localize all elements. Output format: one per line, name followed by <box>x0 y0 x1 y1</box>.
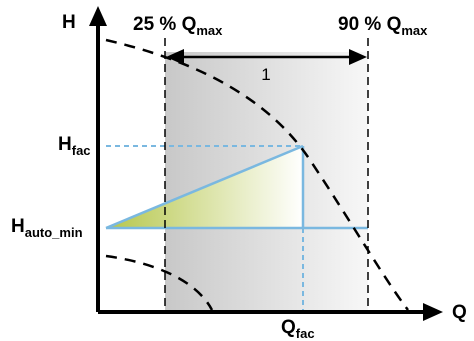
q-fac-label: Qfac <box>281 317 315 341</box>
h-auto-min-label: Hauto_min <box>11 216 83 240</box>
x-axis-label: Q <box>452 302 467 323</box>
y-axis-arrow-icon <box>89 6 107 26</box>
range-arrow-right-head <box>349 49 367 65</box>
max-pump-curve <box>105 38 409 311</box>
h-fac-label: Hfac <box>58 134 91 158</box>
x-axis-arrow-icon <box>423 303 443 321</box>
band-right-label: 90 % Qmax <box>338 14 428 38</box>
min-pump-curve <box>105 254 214 311</box>
control-slope-line <box>105 144 304 230</box>
range-arrow-left-head <box>166 49 184 65</box>
y-axis-label: H <box>62 12 76 33</box>
range-number: 1 <box>261 65 270 84</box>
band-left-label: 25 % Qmax <box>133 14 223 38</box>
